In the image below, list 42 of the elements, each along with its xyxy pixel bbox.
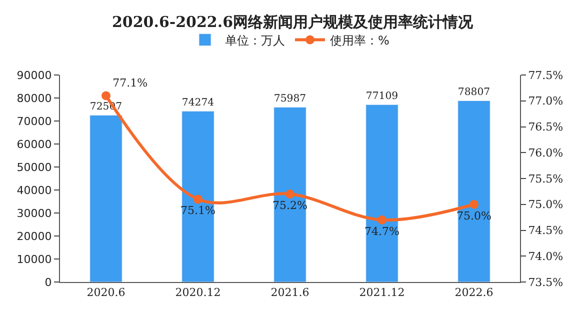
y-tick-label: 30000 <box>16 206 52 220</box>
x-tick-label: 2020.12 <box>175 286 221 300</box>
y2-tick-label: 77.0% <box>528 94 564 108</box>
y-tick-label: 10000 <box>16 252 52 266</box>
bar <box>458 100 490 282</box>
y2-tick-label: 74.0% <box>528 250 564 263</box>
point <box>378 215 386 224</box>
point <box>102 91 110 100</box>
y2-tick-label: 73.5% <box>528 276 564 289</box>
data-label: 77.1% <box>112 76 148 90</box>
y-tick-label: 60000 <box>16 138 52 151</box>
y-tick-label: 90000 <box>16 68 52 82</box>
bar <box>366 104 398 282</box>
y2-tick-label: 77.5% <box>528 68 564 82</box>
bar <box>90 114 122 282</box>
y-tick-label: 40000 <box>16 184 52 197</box>
x-tick-label: 2021.6 <box>270 286 310 300</box>
x-tick-label: 2022.6 <box>454 286 494 300</box>
bar <box>182 110 214 282</box>
y2-tick-label: 75.0% <box>528 198 564 212</box>
y-tick-label: 20000 <box>16 230 52 243</box>
data-label: 75987 <box>274 93 306 104</box>
point <box>286 190 294 199</box>
y2-tick-label: 76.5% <box>528 120 564 134</box>
chart-title: 2020.6-2022.6网络新闻用户规模及使用率统计情况 <box>112 12 474 31</box>
data-label: 74274 <box>182 97 214 108</box>
y2-tick-label: 76.0% <box>528 146 564 160</box>
y2-tick-label: 74.5% <box>528 224 564 238</box>
data-label: 78807 <box>458 86 490 98</box>
bar <box>274 106 306 282</box>
y-tick-label: 80000 <box>16 92 52 105</box>
y2-tick-label: 75.5% <box>528 172 564 186</box>
data-label: 77109 <box>366 90 398 102</box>
legend-label: 使用率：% <box>330 33 390 48</box>
x-tick-label: 2020.6 <box>86 286 126 300</box>
point <box>194 194 202 204</box>
legend-label: 单位：万人 <box>225 33 285 48</box>
point <box>470 200 478 209</box>
x-tick-label: 2021.12 <box>359 286 405 300</box>
y-tick-label: 70000 <box>16 114 52 128</box>
y-tick-label: 0 <box>44 276 52 289</box>
y-tick-label: 50000 <box>16 160 52 174</box>
